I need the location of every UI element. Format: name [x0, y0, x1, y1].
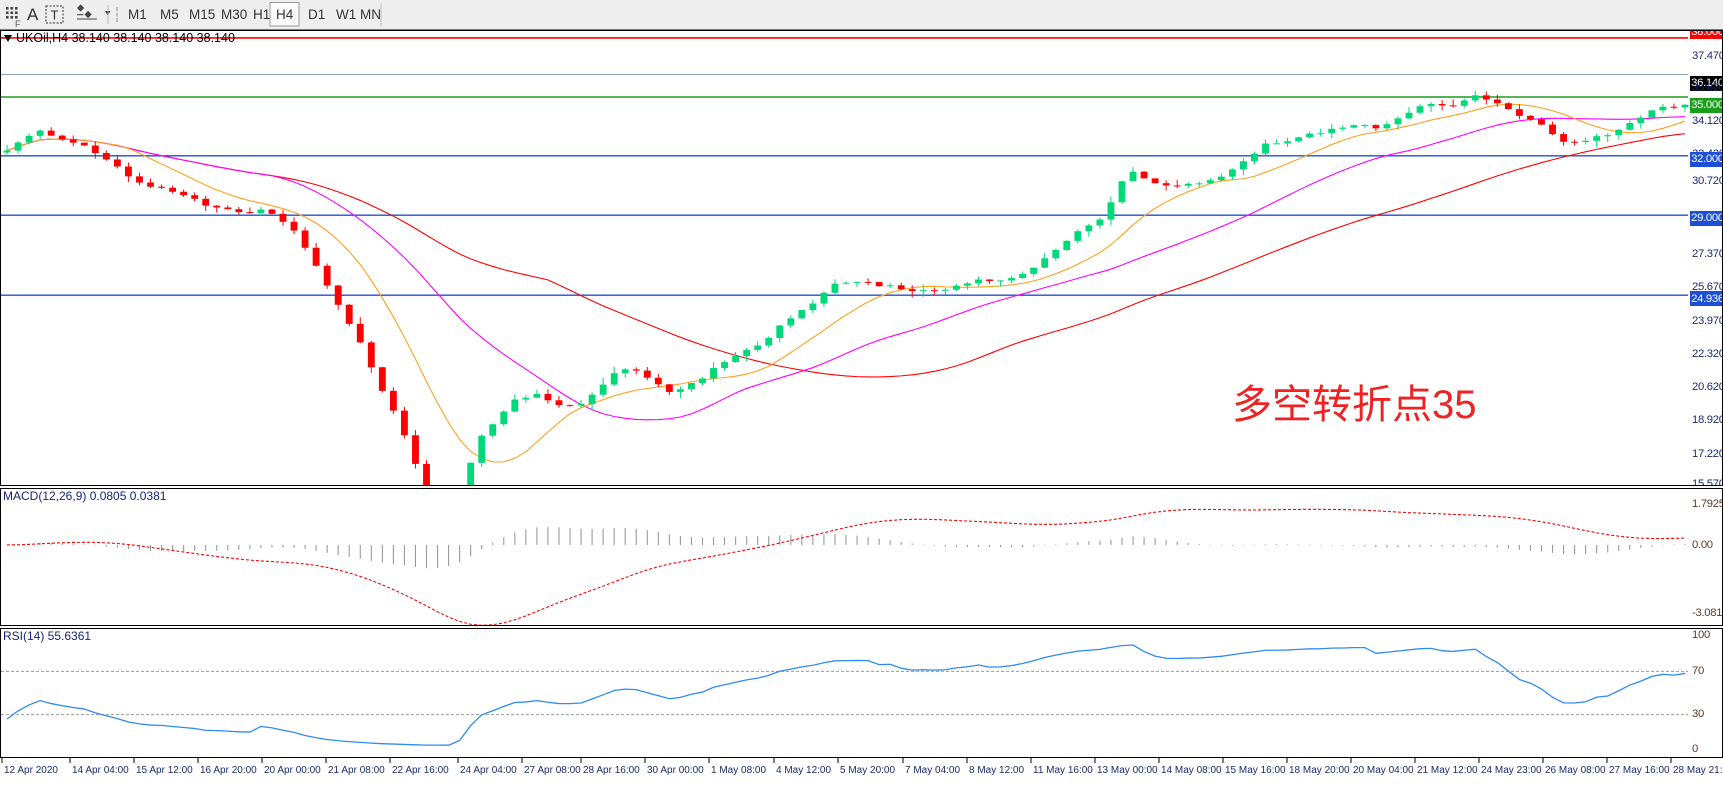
svg-text:T: T: [51, 8, 59, 23]
svg-text:F: F: [15, 19, 21, 29]
svg-text:RSI(14) 55.6361: RSI(14) 55.6361: [3, 629, 91, 643]
svg-text:M5: M5: [160, 7, 179, 22]
svg-text:MACD(12,26,9) 0.0805 0.0381: MACD(12,26,9) 0.0805 0.0381: [3, 489, 167, 503]
svg-text:多空转折点35: 多空转折点35: [1232, 383, 1477, 427]
svg-text:M15: M15: [189, 7, 215, 22]
svg-text:H4: H4: [276, 7, 294, 22]
svg-text:M30: M30: [221, 7, 247, 22]
svg-text:W1: W1: [336, 7, 356, 22]
svg-text:MN: MN: [360, 7, 381, 22]
svg-text:A: A: [27, 5, 39, 24]
svg-text:H1: H1: [253, 7, 270, 22]
svg-text:UKOil,H4 38.140 38.140 38.140: UKOil,H4 38.140 38.140 38.140 38.140: [16, 31, 235, 45]
svg-text:D1: D1: [308, 7, 325, 22]
svg-text:M1: M1: [128, 7, 147, 22]
